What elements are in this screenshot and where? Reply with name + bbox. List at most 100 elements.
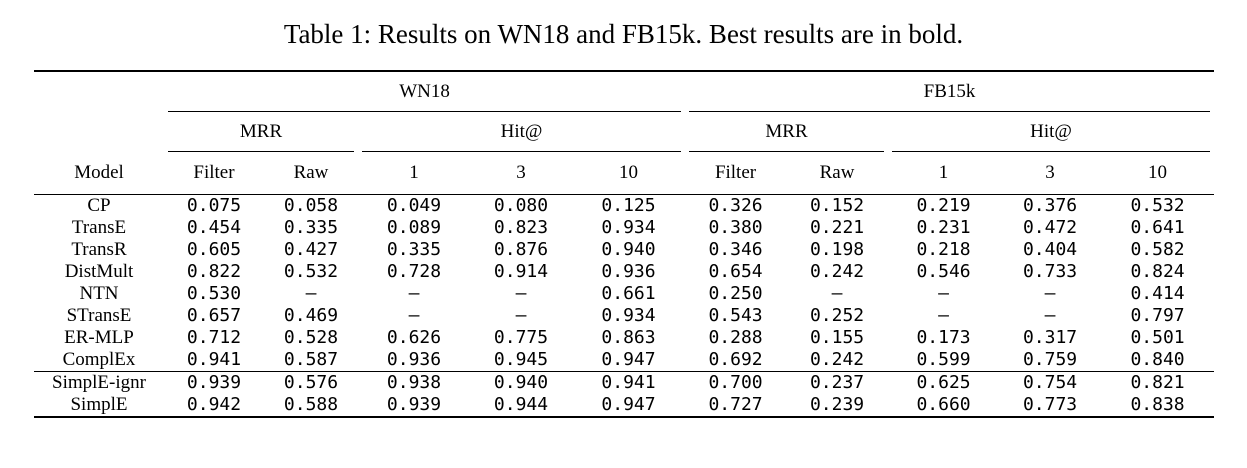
subgroup-header-wn18-hit: Hit@ [358,112,685,152]
value-cell-fb15k-hit10: 0.840 [1130,349,1185,370]
model-name-cell: DistMult [64,261,134,282]
table-caption: Table 1: Results on WN18 and FB15k. Best… [283,19,964,49]
column-header-fb15k-hit10: 10 [1148,162,1168,183]
value-cell-wn18-hit3: — [515,283,527,304]
value-cell-wn18-filter: 0.657 [186,305,242,326]
table-row: STransE 0.657 0.469 — — 0.934 0.543 0.252 — — 0.79… [34,305,1214,327]
value-cell-wn18-hit3: 0.876 [493,239,549,260]
value-cell-wn18-hit3: 0.945 [493,349,549,370]
value-cell-wn18-hit10: 0.934 [601,217,656,238]
value-cell-wn18-hit1: 0.938 [358,371,470,394]
value-cell-wn18-raw: 0.469 [283,305,339,326]
value-cell-wn18-filter: 0.941 [186,349,242,370]
value-cell-fb15k-hit10: 0.838 [1101,394,1215,418]
value-cell-wn18-hit3: 0.080 [470,194,572,217]
column-header-fb15k-hit3: 3 [1045,162,1055,183]
model-name-cell: STransE [66,305,132,326]
value-cell-wn18-hit3: 0.940 [470,371,572,394]
column-header-wn18-filter: Filter [193,162,235,183]
table-row: SimplE-ignr 0.939 0.576 0.938 0.940 0.941 0.70… [34,371,1215,394]
value-cell-wn18-hit10: 0.661 [601,283,656,304]
value-cell-fb15k-filter: 0.727 [685,394,787,418]
value-cell-wn18-raw: 0.588 [264,394,358,418]
column-header-row: Model Filter Raw 1 3 10 Filter Raw 1 3 1… [34,152,1214,195]
column-header-wn18-hit10: 10 [619,162,639,183]
column-header-wn18-raw: Raw [293,162,329,183]
value-cell-fb15k-hit3: 0.472 [1022,217,1078,238]
value-cell-wn18-filter: 0.605 [186,239,242,260]
value-cell-fb15k-hit3: 0.754 [999,371,1102,394]
value-cell-fb15k-hit10: 0.501 [1130,327,1185,348]
value-cell-fb15k-hit1: 0.218 [916,239,971,260]
value-cell-fb15k-hit1: — [938,305,949,326]
value-cell-wn18-raw: 0.528 [283,327,339,348]
value-cell-fb15k-filter: 0.654 [708,261,763,282]
results-table: WN18 FB15k MRR Hit@ MRR Hit@ Model Filte… [34,70,1215,418]
model-name-cell: TransE [71,217,127,238]
value-cell-fb15k-hit10: 0.414 [1130,283,1185,304]
value-cell-wn18-hit10: 0.934 [601,305,656,326]
value-cell-wn18-hit10: 0.125 [572,194,686,217]
value-cell-wn18-hit1: — [408,305,420,326]
value-cell-wn18-hit10: 0.936 [601,261,656,282]
value-cell-fb15k-raw: 0.239 [786,394,889,418]
value-cell-fb15k-filter: 0.692 [708,349,763,370]
value-cell-wn18-raw: — [305,283,317,304]
value-cell-fb15k-hit1: 0.173 [916,327,971,348]
table-row: NTN 0.530 — — — 0.661 0.250 — — — 0.414 [34,283,1214,305]
value-cell-wn18-filter: 0.530 [186,283,242,304]
table-row: CP 0.075 0.058 0.049 0.080 0.125 0.326 0.152 0.2… [34,194,1215,217]
value-cell-wn18-hit1: 0.626 [386,327,442,348]
value-cell-wn18-hit1: 0.089 [386,217,442,238]
value-cell-fb15k-raw: 0.237 [786,371,889,394]
value-cell-wn18-hit10: 0.947 [601,349,656,370]
value-cell-wn18-filter: 0.454 [186,217,242,238]
value-cell-fb15k-hit10: 0.641 [1130,217,1185,238]
value-cell-fb15k-raw: 0.252 [809,305,865,326]
value-cell-wn18-hit1: 0.049 [358,194,470,217]
group-header-fb15k: FB15k [685,70,1215,113]
value-cell-wn18-filter: 0.075 [164,194,264,217]
value-cell-fb15k-filter: 0.326 [685,194,787,217]
value-cell-wn18-hit3: — [515,305,527,326]
value-cell-wn18-filter: 0.939 [164,371,264,394]
model-name-cell: ComplEx [62,349,136,370]
subgroup-header-fb15k-mrr: MRR [685,112,888,152]
value-cell-fb15k-filter: 0.700 [685,371,787,394]
value-cell-wn18-raw: 0.576 [264,371,358,394]
value-cell-wn18-hit10: 0.947 [572,394,686,418]
value-cell-wn18-hit3: 0.914 [493,261,549,282]
value-cell-wn18-raw: 0.427 [283,239,339,260]
value-cell-fb15k-raw: 0.242 [809,349,865,370]
value-cell-fb15k-hit3: 0.773 [999,394,1102,418]
value-cell-fb15k-raw: 0.198 [809,239,865,260]
subgroup-header-fb15k-hit: Hit@ [888,112,1214,152]
column-header-wn18-hit1: 1 [409,162,419,183]
value-cell-fb15k-hit10: 0.797 [1130,305,1185,326]
value-cell-fb15k-hit3: 0.733 [1022,261,1078,282]
subgroup-header-wn18-mrr: MRR [164,112,358,152]
model-name-cell: TransR [71,239,127,260]
value-cell-wn18-hit1: 0.936 [386,349,442,370]
value-cell-fb15k-hit1: 0.231 [916,217,971,238]
value-cell-fb15k-hit10: 0.582 [1130,239,1185,260]
value-cell-fb15k-raw: 0.242 [809,261,865,282]
value-cell-wn18-hit10: 0.940 [601,239,656,260]
value-cell-fb15k-raw: — [831,283,843,304]
value-cell-wn18-hit3: 0.944 [470,394,572,418]
table-row: SimplE 0.942 0.588 0.939 0.944 0.947 0.727 0.23… [34,394,1215,418]
value-cell-fb15k-hit1: 0.625 [888,371,1000,394]
empty-header-cell [34,112,164,152]
value-cell-fb15k-hit3: — [1044,283,1056,304]
value-cell-fb15k-raw: 0.155 [809,327,865,348]
value-cell-wn18-raw: 0.532 [283,261,339,282]
value-cell-fb15k-hit10: 0.824 [1130,261,1185,282]
table-row: ComplEx 0.941 0.587 0.936 0.945 0.947 0.692 0.2… [34,349,1214,372]
value-cell-fb15k-hit1: 0.660 [888,394,1000,418]
group-header-wn18: WN18 [164,70,686,113]
value-cell-wn18-filter: 0.712 [186,327,242,348]
value-cell-wn18-raw: 0.058 [264,194,358,217]
value-cell-fb15k-hit3: 0.404 [1022,239,1078,260]
value-cell-fb15k-filter: 0.346 [708,239,763,260]
value-cell-fb15k-raw: 0.221 [809,217,865,238]
